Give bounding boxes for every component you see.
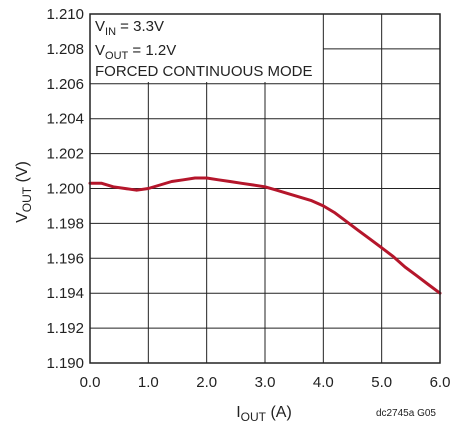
y-tick-label: 1.210 (46, 6, 84, 23)
x-tick-label: 0.0 (80, 374, 101, 391)
x-tick-labels: 0.0 1.0 2.0 3.0 4.0 5.0 6.0 (80, 374, 451, 391)
y-tick-labels: 1.190 1.192 1.194 1.196 1.198 1.200 1.202 1.204… (46, 6, 84, 372)
x-tick-label: 5.0 (371, 374, 392, 391)
y-tick-label: 1.190 (46, 355, 84, 372)
figure-code: dc2745a G05 (376, 408, 436, 419)
y-tick-label: 1.200 (46, 181, 84, 198)
x-tick-label: 1.0 (138, 374, 159, 391)
y-tick-label: 1.194 (46, 285, 84, 302)
y-tick-label: 1.202 (46, 146, 84, 163)
y-tick-label: 1.204 (46, 111, 84, 128)
y-tick-label: 1.192 (46, 320, 84, 337)
grid (90, 14, 440, 363)
y-tick-label: 1.196 (46, 250, 84, 267)
y-tick-label: 1.208 (46, 41, 84, 58)
x-tick-label: 6.0 (430, 374, 451, 391)
y-tick-label: 1.206 (46, 76, 84, 93)
x-tick-label: 4.0 (313, 374, 334, 391)
series-layer (88, 176, 442, 295)
x-tick-label: 2.0 (196, 374, 217, 391)
x-tick-label: 3.0 (255, 374, 276, 391)
x-axis-title: IOUT (A) (236, 404, 292, 421)
plot-frame (89, 13, 441, 364)
series-line (88, 176, 442, 295)
annotation-vout: VOUT = 1.2V (95, 42, 176, 62)
y-tick-label: 1.198 (46, 215, 84, 232)
y-axis-title: VOUT (V) (14, 161, 34, 223)
annotation-vin: VIN = 3.3V (95, 18, 164, 38)
annotation-mode: FORCED CONTINUOUS MODE (95, 63, 313, 80)
